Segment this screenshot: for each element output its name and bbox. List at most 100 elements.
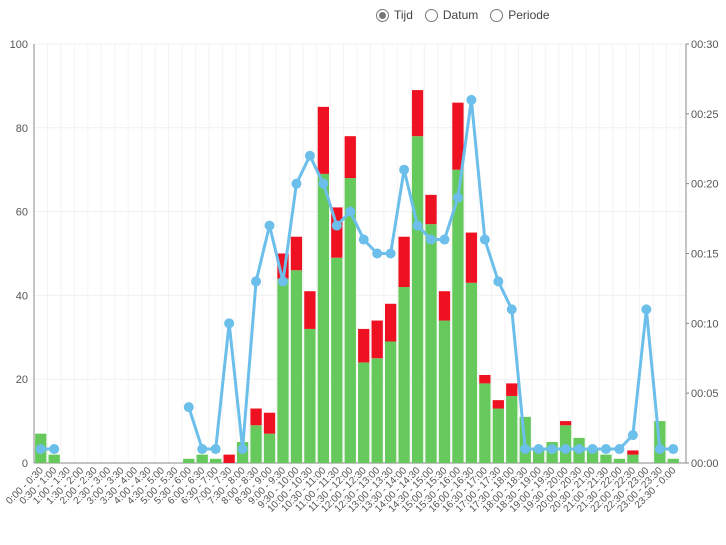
bar-segment xyxy=(331,257,343,463)
bar-segment xyxy=(438,291,451,321)
bar-segment xyxy=(452,102,464,170)
line-point xyxy=(264,220,275,231)
bar-segment xyxy=(465,282,478,463)
bar-segment xyxy=(506,383,518,396)
radio-dot[interactable] xyxy=(424,8,438,22)
bar-segment xyxy=(425,194,437,225)
line-point xyxy=(426,234,437,245)
radio-group: Tijd Datum Periode xyxy=(376,8,550,22)
line-point xyxy=(49,444,60,455)
bar-segment xyxy=(290,270,303,463)
line-point xyxy=(251,276,262,287)
bar-segment xyxy=(183,458,195,463)
bar-segment xyxy=(411,90,424,137)
bar-segment xyxy=(398,236,410,288)
line-point xyxy=(668,444,679,455)
radio-dot[interactable] xyxy=(376,8,389,22)
line-point xyxy=(547,444,558,455)
line-point xyxy=(520,444,531,455)
radio-option[interactable]: Datum xyxy=(424,8,479,22)
bar-segment xyxy=(344,178,356,463)
bar-segment xyxy=(331,207,343,258)
line-point xyxy=(493,276,504,287)
line-point xyxy=(627,430,638,441)
line-point xyxy=(291,178,302,189)
line-point xyxy=(197,444,208,455)
radio-option[interactable]: Periode xyxy=(490,8,550,22)
y-tick-label: 60 xyxy=(16,207,28,219)
line-point xyxy=(506,304,517,315)
bar-segment xyxy=(263,412,276,434)
line-point xyxy=(277,276,288,287)
bar-segment xyxy=(344,136,356,179)
line-point xyxy=(210,444,221,455)
bar-segment xyxy=(371,320,383,359)
radio-label: Tijd xyxy=(394,8,413,22)
bar-segment xyxy=(304,291,316,329)
bar-segment xyxy=(506,395,518,463)
bar-segment xyxy=(277,253,289,279)
bar-segment xyxy=(398,287,410,463)
bar-segment xyxy=(492,408,504,463)
line-point xyxy=(224,318,235,329)
bar-segment xyxy=(438,320,451,463)
line-point xyxy=(614,444,625,455)
bar-segment xyxy=(317,173,330,463)
bar-segment xyxy=(250,408,262,426)
bar-segment xyxy=(627,450,639,455)
bar-segment xyxy=(210,458,222,463)
bar-segment xyxy=(425,224,437,463)
y-tick-label: 80 xyxy=(16,123,28,135)
line-point xyxy=(641,304,652,315)
line-point xyxy=(587,444,598,455)
line-point xyxy=(345,206,356,217)
line-point xyxy=(399,164,410,175)
line-point xyxy=(452,192,463,203)
y-tick-label: 40 xyxy=(16,290,28,302)
line-point xyxy=(574,444,585,455)
bar-segment xyxy=(290,236,303,271)
bar-segment xyxy=(479,375,491,384)
bar-segment xyxy=(304,328,316,463)
bar-segment xyxy=(277,278,289,463)
bar-segment xyxy=(196,454,208,463)
bar-segment xyxy=(465,232,478,283)
line-point xyxy=(466,94,477,105)
line-point xyxy=(600,444,611,455)
bar-segment xyxy=(384,341,397,463)
radio-dot[interactable] xyxy=(490,8,504,22)
bar-segment xyxy=(384,303,397,342)
line-point xyxy=(412,220,423,231)
bar-segment xyxy=(411,136,424,463)
bar-segment xyxy=(48,454,60,463)
bar-segment xyxy=(492,400,504,409)
radio-label: Periode xyxy=(508,8,550,22)
bar-segment xyxy=(627,454,639,463)
bar-segment xyxy=(667,458,679,463)
line-point xyxy=(183,402,194,413)
y2-tick-label: 00:00 xyxy=(691,458,719,470)
line-point xyxy=(237,444,248,455)
y2-tick-label: 00:05 xyxy=(691,388,719,400)
y2-tick-label: 00:30 xyxy=(691,39,719,51)
line-point xyxy=(358,234,369,245)
bar-segment xyxy=(371,358,383,463)
bar-segment xyxy=(613,458,626,463)
line-point xyxy=(533,444,544,455)
radio-label: Datum xyxy=(442,8,479,22)
bar-segment xyxy=(600,454,612,463)
line-point xyxy=(654,444,665,455)
line-point xyxy=(439,234,450,245)
line-point xyxy=(385,248,396,259)
y-tick-label: 20 xyxy=(16,374,28,386)
line-point xyxy=(479,234,490,245)
radio-option[interactable]: Tijd xyxy=(376,8,413,22)
bar-segment xyxy=(479,383,491,463)
y-tick-label: 100 xyxy=(10,39,28,51)
line-point xyxy=(35,444,46,455)
line-point xyxy=(304,150,315,161)
bar-segment xyxy=(317,106,330,174)
line-point xyxy=(318,178,329,189)
